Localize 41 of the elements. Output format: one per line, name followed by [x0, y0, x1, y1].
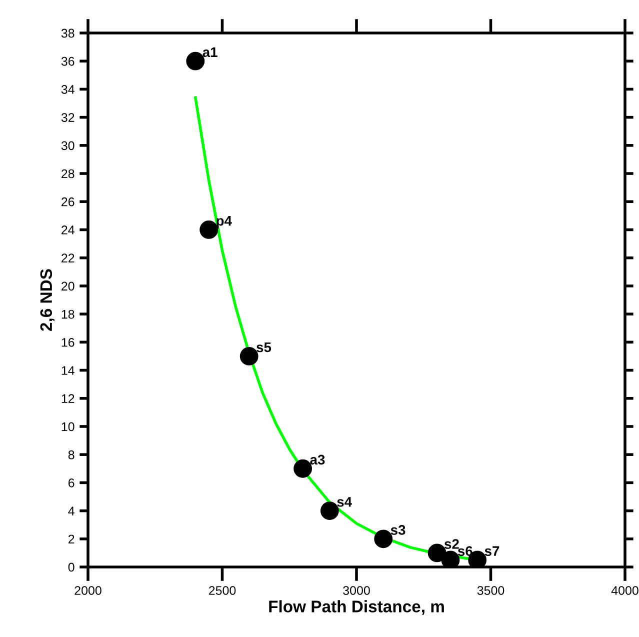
y-tick-label: 22	[62, 254, 74, 262]
y-tick-label: 0	[68, 562, 74, 572]
x-tick-label: 3500	[477, 586, 504, 595]
point	[374, 530, 393, 548]
y-tick-label: 2	[68, 534, 74, 544]
y-tick-label: 16	[62, 338, 74, 347]
annotation: a3	[310, 454, 325, 465]
y-tick-label: 4	[68, 506, 74, 516]
annotation: s4	[337, 497, 352, 507]
y-tick-label: 28	[62, 169, 74, 178]
annotation: s7	[484, 546, 500, 556]
annotation: a1	[202, 47, 218, 58]
x-tick-label: 4000	[611, 586, 638, 595]
x-tick-label: 2500	[208, 586, 236, 595]
point	[428, 544, 446, 562]
point	[240, 347, 258, 366]
annotation: s2	[444, 539, 459, 549]
y-tick-label: 34	[61, 85, 74, 94]
y-tick-label: 18	[62, 310, 74, 319]
annotation: s3	[390, 525, 406, 535]
y-tick-label: 24	[62, 226, 74, 234]
annotation: s5	[256, 342, 272, 352]
y-tick-label: 8	[68, 450, 74, 460]
point	[441, 550, 460, 567]
point	[200, 220, 218, 239]
y-tick-label: 30	[61, 141, 74, 150]
y-tick-label: 14	[62, 366, 74, 375]
y-tick-label: 32	[61, 113, 74, 122]
y-tick-label: 10	[62, 422, 74, 432]
y-tick-label: 12	[62, 394, 74, 403]
y-tick-label: 38	[61, 28, 74, 38]
y-tick-label: 36	[61, 56, 74, 66]
x-tick-label: 3000	[343, 586, 370, 595]
point	[294, 459, 312, 478]
y-tick-label: 20	[62, 282, 74, 291]
y-tick-label: 26	[62, 197, 74, 206]
y-axis-title: 2,6 NDS	[40, 269, 54, 331]
point	[320, 502, 339, 520]
x-axis-title: Flow Path Distance, m	[269, 600, 444, 615]
x-tick-label: 2000	[74, 586, 102, 595]
y-tick-label: 6	[68, 478, 74, 488]
